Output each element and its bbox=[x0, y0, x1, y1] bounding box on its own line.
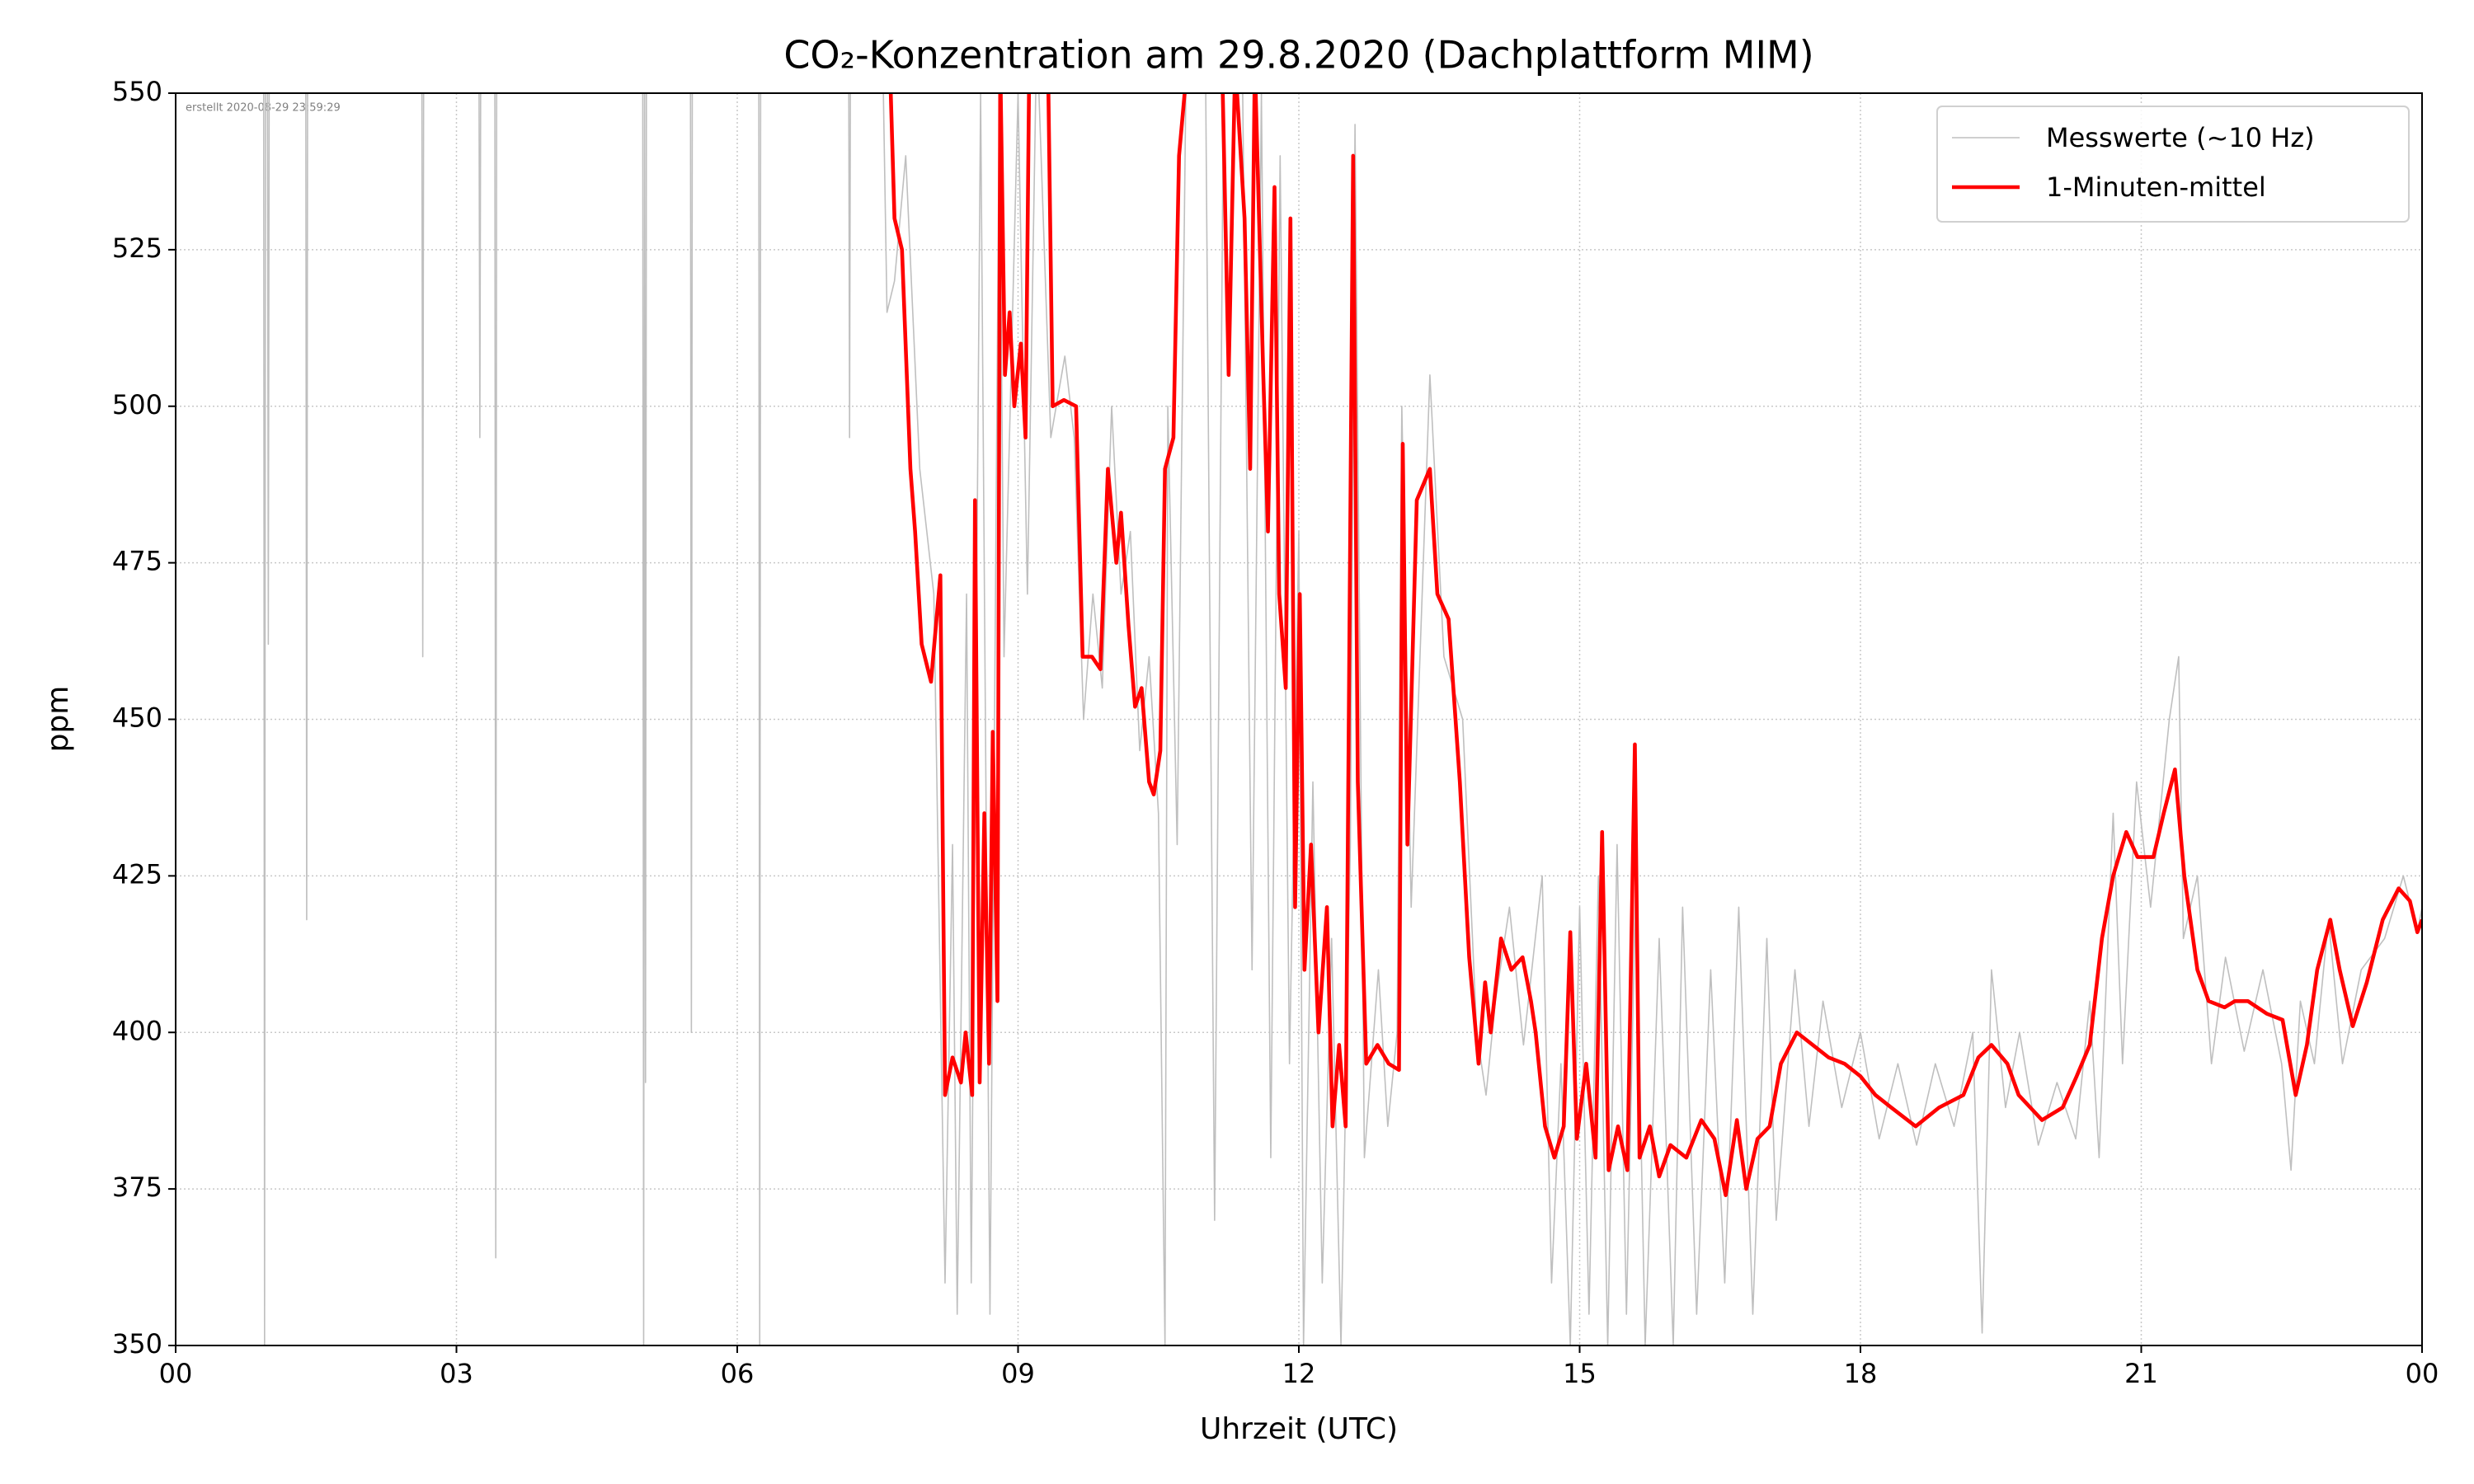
x-tick-label: 03 bbox=[440, 1358, 473, 1389]
x-axis-label: Uhrzeit (UTC) bbox=[1200, 1412, 1398, 1446]
y-tick-label: 475 bbox=[112, 546, 162, 577]
y-tick-label: 525 bbox=[112, 232, 162, 264]
plot-area bbox=[262, 93, 2422, 1345]
data-line bbox=[262, 93, 2422, 1345]
plot-frame bbox=[175, 92, 2423, 1346]
annotation: erstellt 2020-08-29 23:59:29 bbox=[186, 102, 341, 115]
y-tick-label: 425 bbox=[112, 858, 162, 890]
x-tick-label: 15 bbox=[1563, 1358, 1597, 1389]
y-axis-label: ppm bbox=[41, 686, 75, 753]
x-tick-label: 09 bbox=[1001, 1358, 1035, 1389]
x-tick-label: 06 bbox=[721, 1358, 755, 1389]
y-tick-label: 550 bbox=[112, 76, 162, 107]
chart-title: CO₂-Konzentration am 29.8.2020 (Dachplat… bbox=[783, 33, 1813, 77]
y-tick-label: 450 bbox=[112, 702, 162, 734]
y-tick-label: 350 bbox=[112, 1328, 162, 1360]
legend-label: Messwerte (~10 Hz) bbox=[2046, 122, 2315, 153]
x-tick-label: 12 bbox=[1282, 1358, 1316, 1389]
y-tick-label: 500 bbox=[112, 389, 162, 420]
x-tick-label: 18 bbox=[1844, 1358, 1878, 1389]
legend-label: 1-Minuten-mittel bbox=[2046, 171, 2266, 203]
y-tick-label: 375 bbox=[112, 1172, 162, 1203]
y-tick-label: 400 bbox=[112, 1015, 162, 1046]
legend-box bbox=[1936, 106, 2410, 223]
data-line bbox=[888, 93, 2422, 1198]
x-tick-label: 00 bbox=[159, 1358, 193, 1389]
x-tick-label: 21 bbox=[2124, 1358, 2158, 1389]
x-tick-label: 00 bbox=[2406, 1358, 2439, 1389]
